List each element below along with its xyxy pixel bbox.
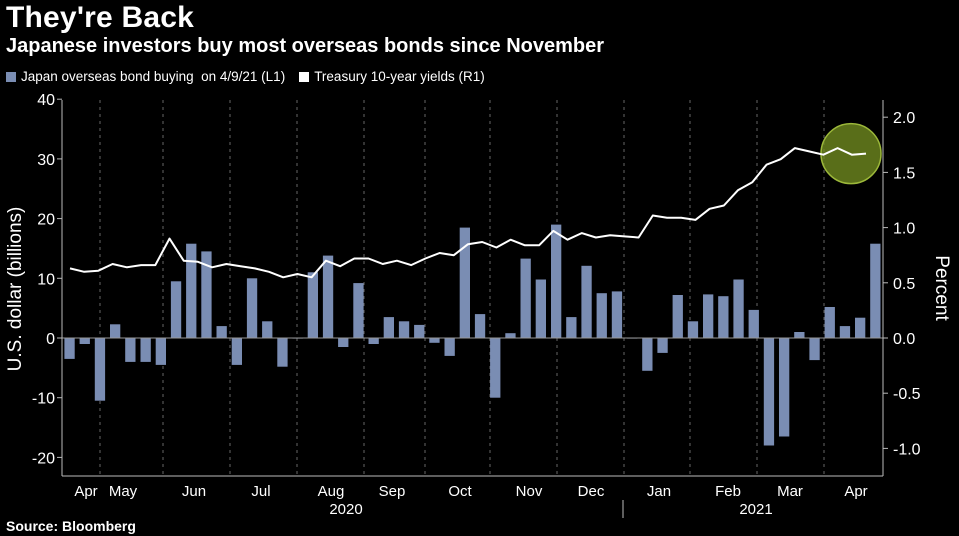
- month-label: Oct: [448, 483, 472, 500]
- bar: [368, 338, 379, 344]
- bar: [201, 251, 212, 338]
- bar: [748, 309, 759, 338]
- month-label: Apr: [74, 483, 97, 500]
- right-tick-label: -0.5: [893, 386, 921, 403]
- bar: [277, 338, 288, 367]
- bar: [611, 291, 623, 338]
- bar: [490, 338, 501, 398]
- bar: [459, 227, 470, 338]
- right-axis-title: Percent: [931, 255, 952, 321]
- bar: [839, 326, 851, 338]
- bar: [520, 258, 531, 338]
- bar: [672, 295, 683, 338]
- bar: [429, 338, 440, 343]
- month-label: Jan: [647, 483, 671, 500]
- month-label: Aug: [318, 483, 345, 500]
- bar: [140, 338, 151, 362]
- bar: [322, 255, 334, 338]
- month-label: May: [109, 483, 138, 500]
- left-tick-label: 20: [37, 212, 55, 229]
- bar-series: [64, 224, 881, 446]
- bar: [733, 279, 744, 338]
- year-label: 2020: [329, 501, 362, 518]
- bar: [505, 333, 516, 338]
- treasury-yield-line: [69, 147, 867, 279]
- bar: [870, 243, 881, 338]
- bar: [551, 224, 562, 338]
- bar: [125, 338, 136, 362]
- bar: [687, 321, 699, 338]
- bar: [231, 338, 242, 365]
- legend-swatch-line: [299, 71, 310, 82]
- bar: [186, 243, 197, 338]
- left-tick-label: -10: [32, 391, 55, 408]
- month-label: Jun: [182, 483, 206, 500]
- bar: [398, 321, 410, 338]
- chart-title: They're Back: [6, 1, 194, 34]
- bar: [64, 338, 75, 359]
- bar: [566, 317, 577, 338]
- left-tick-label: -20: [32, 450, 55, 467]
- bar: [779, 338, 790, 437]
- month-label: Jul: [251, 483, 270, 500]
- bar: [809, 338, 820, 361]
- left-axis: 40 30 20 10 0 -10 -20: [32, 92, 63, 476]
- source-note: Source: Bloomberg: [6, 518, 136, 534]
- chart-subtitle: Japanese investors buy most overseas bon…: [6, 35, 605, 57]
- bar: [763, 338, 775, 446]
- month-label: Dec: [578, 483, 605, 500]
- legend-label-bond-buying: Japan overseas bond buying on 4/9/21 (L1…: [21, 69, 286, 84]
- bar: [444, 338, 455, 356]
- bar: [657, 338, 668, 353]
- right-tick-label: 2.0: [893, 110, 915, 127]
- bar: [353, 283, 364, 338]
- bar: [383, 317, 394, 338]
- right-axis: 2.0 1.5 1.0 0.5 0.0 -0.5 -1.0: [882, 100, 921, 476]
- bar: [824, 307, 835, 338]
- month-label: Feb: [715, 483, 741, 500]
- bar: [216, 326, 227, 338]
- bar: [262, 321, 273, 338]
- bar: [79, 338, 90, 344]
- month-label: Apr: [844, 483, 867, 500]
- bar: [642, 338, 653, 371]
- right-tick-label: 0.0: [893, 331, 915, 348]
- bar: [170, 281, 182, 338]
- bar: [155, 338, 166, 365]
- legend-label-treasury-yields: Treasury 10-year yields (R1): [314, 69, 485, 84]
- bar: [94, 338, 106, 401]
- right-tick-label: 1.5: [893, 165, 915, 182]
- month-label: Mar: [777, 483, 803, 500]
- legend-item-bond-buying: Japan overseas bond buying on 4/9/21 (L1…: [6, 69, 285, 84]
- legend-swatch-bars: [6, 71, 16, 82]
- right-tick-label: 1.0: [893, 221, 915, 238]
- month-label: Sep: [379, 483, 406, 500]
- left-tick-label: 0: [46, 331, 55, 348]
- year-label: 2021: [739, 501, 772, 518]
- bar: [535, 279, 546, 338]
- bar: [703, 294, 714, 338]
- month-label: Nov: [516, 483, 543, 500]
- bar: [307, 272, 318, 338]
- bar: [596, 293, 607, 338]
- left-tick-label: 10: [37, 271, 55, 288]
- bar: [110, 324, 121, 338]
- bar: [855, 317, 866, 338]
- left-axis-title: U.S. dollar (billions): [5, 207, 26, 372]
- legend-item-treasury-yields: Treasury 10-year yields (R1): [299, 69, 485, 84]
- bar: [414, 324, 425, 338]
- legend: Japan overseas bond buying on 4/9/21 (L1…: [6, 69, 499, 84]
- left-tick-label: 40: [37, 92, 55, 109]
- bar: [794, 332, 805, 338]
- bar: [338, 338, 349, 347]
- right-tick-label: -1.0: [893, 441, 921, 458]
- bar: [581, 265, 592, 338]
- bar: [718, 296, 729, 338]
- x-axis: Apr May Jun Jul Aug Sep Oct Nov Dec Jan Feb Mar Apr 2…: [62, 475, 883, 518]
- right-tick-label: 0.5: [893, 276, 915, 293]
- bar: [474, 314, 486, 338]
- bar: [246, 278, 258, 338]
- left-tick-label: 30: [37, 152, 55, 169]
